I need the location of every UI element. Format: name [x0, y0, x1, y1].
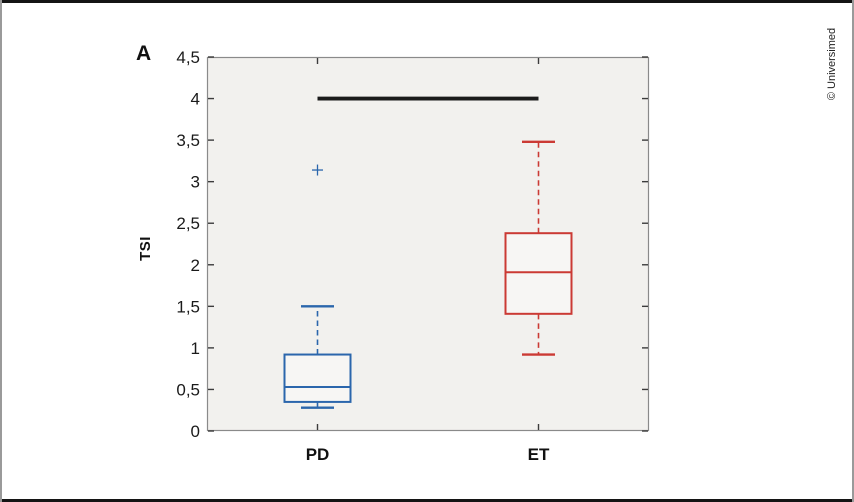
y-tick-label: 2: [191, 256, 200, 275]
y-tick-label: 3,5: [176, 131, 200, 150]
y-tick-label: 4: [191, 90, 200, 109]
box-pd: [283, 353, 352, 403]
frame-left-border: [0, 0, 2, 502]
box-et: [504, 232, 573, 315]
frame-bottom-border: [0, 499, 854, 502]
category-label-et: ET: [527, 445, 550, 464]
y-tick-label: 1: [191, 339, 200, 358]
watermark-text: © Universimed: [826, 27, 839, 101]
y-tick-label: 3: [191, 173, 200, 192]
frame-top-border: [0, 0, 854, 3]
watermark: © Universimed: [818, 10, 846, 118]
y-tick-label: 0: [191, 422, 200, 441]
plot-area: [206, 56, 650, 432]
y-tick-label: 4,5: [176, 48, 200, 67]
y-tick-label: 1,5: [176, 297, 200, 316]
frame-right-border: [852, 0, 854, 502]
y-tick-label: 2,5: [176, 214, 200, 233]
y-axis-title-text: TSI: [136, 235, 154, 261]
category-label-pd: PD: [305, 445, 330, 464]
panel-label: A: [136, 42, 152, 65]
y-tick-label: 0,5: [176, 380, 200, 399]
y-axis-title: TSI: [132, 208, 158, 288]
